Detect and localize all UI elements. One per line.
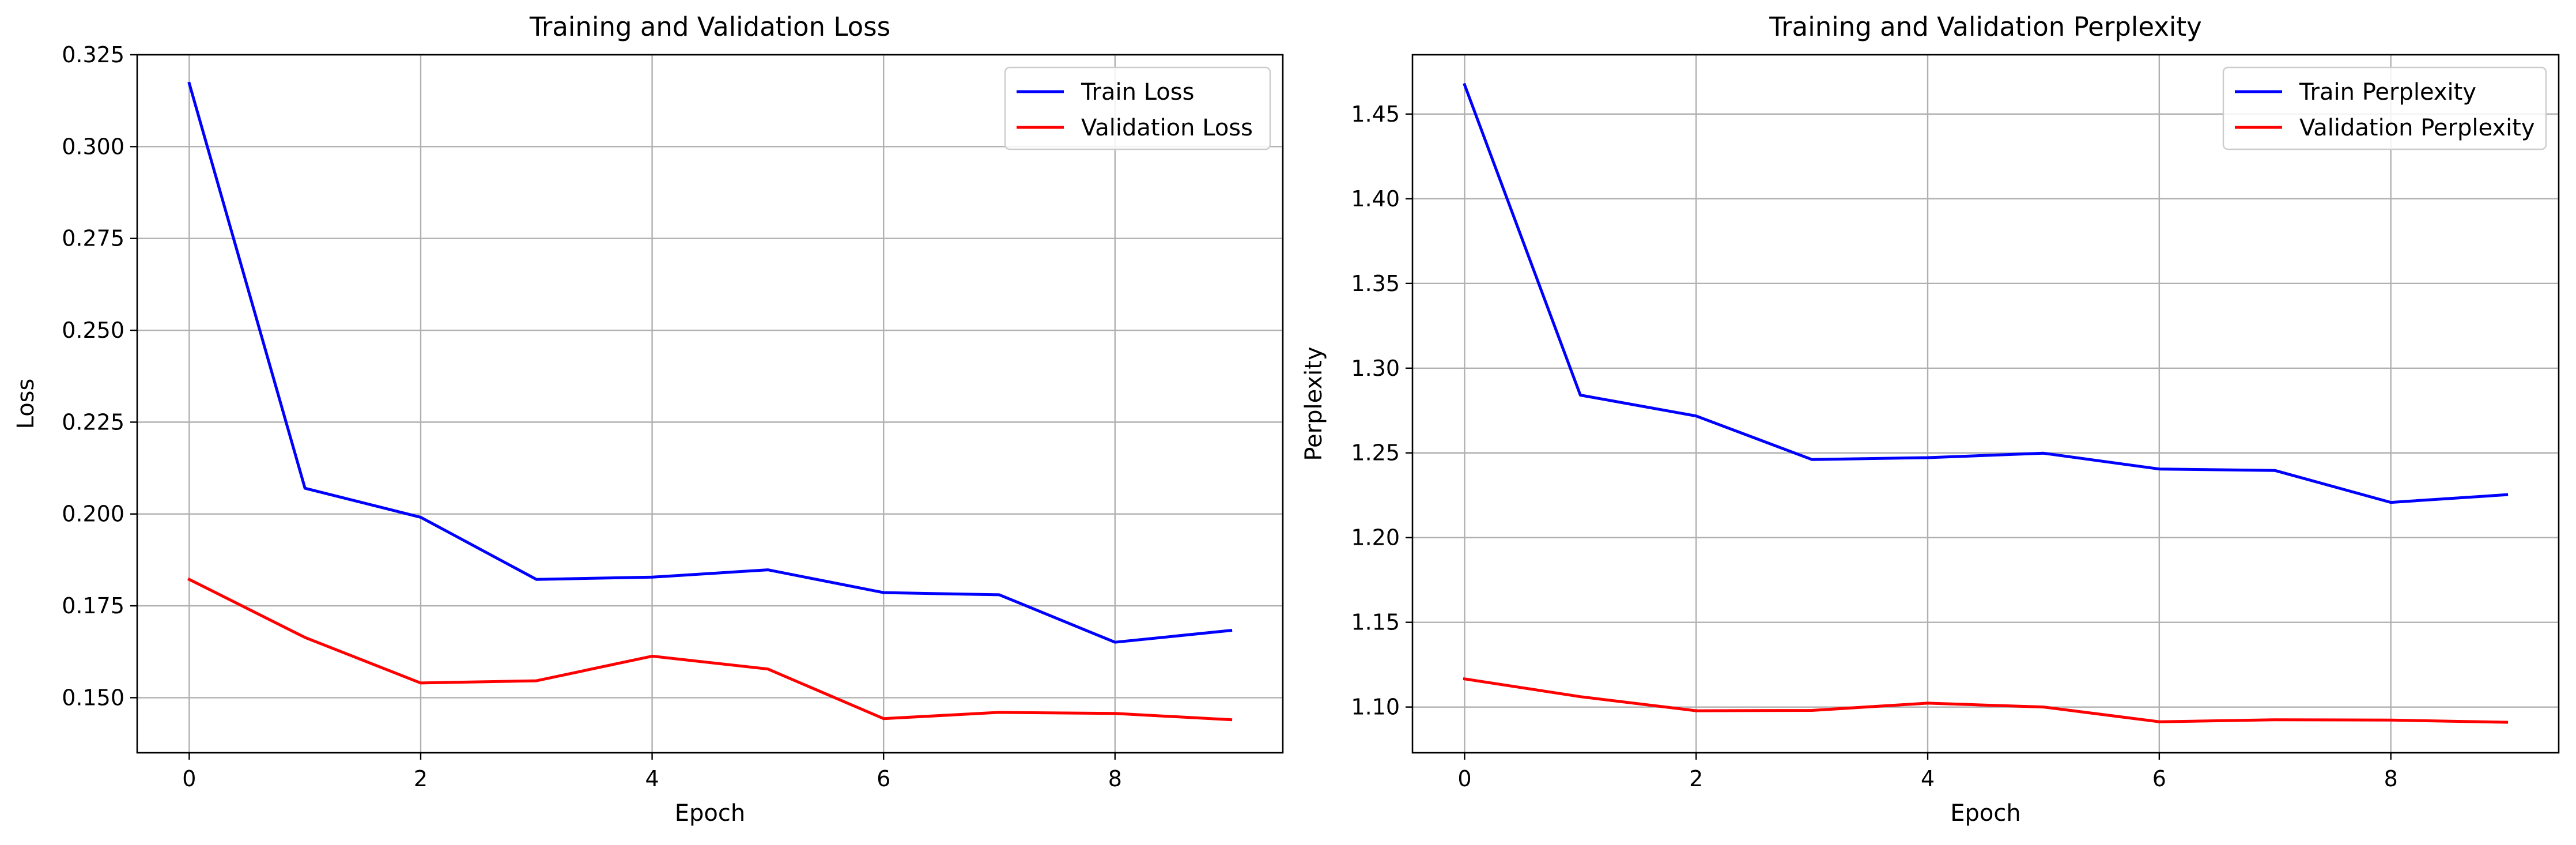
legend: Train Loss Validation Loss <box>1004 66 1271 150</box>
chart-title: Training and Validation Loss <box>529 12 890 42</box>
legend-entry: Validation Loss <box>1081 115 1253 141</box>
x-tick-label: 6 <box>2152 766 2166 791</box>
y-tick-label: 1.45 <box>1351 101 1400 127</box>
y-tick-label: 0.200 <box>62 501 124 527</box>
plot-frame <box>136 54 1284 754</box>
x-tick-label: 8 <box>1108 766 1122 791</box>
y-tick-label: 0.150 <box>62 685 124 710</box>
series-line-validation-loss <box>187 577 1233 722</box>
x-axis-label: Epoch <box>675 800 745 827</box>
x-tick-label: 8 <box>2384 766 2398 791</box>
x-axis-label: Epoch <box>1950 800 2020 827</box>
y-tick-label: 0.250 <box>62 318 124 343</box>
x-tick-label: 2 <box>414 766 428 791</box>
y-tick-label: 1.15 <box>1351 610 1400 635</box>
y-tick-label: 0.275 <box>62 226 124 251</box>
y-axis-label: Loss <box>13 379 39 429</box>
legend-entry: Train Perplexity <box>2299 79 2476 105</box>
y-tick-label: 1.35 <box>1351 271 1400 296</box>
x-tick-label: 0 <box>182 766 196 791</box>
y-tick-label: 0.300 <box>62 134 124 159</box>
series-line-train-perplexity <box>1463 82 2509 504</box>
chart-panel-2: 0 2 4 6 8 1.10 1.15 1.20 1.25 1.30 1.35 1.40 1.45 Tra… <box>1301 12 2560 827</box>
legend-box <box>2222 66 2547 150</box>
x-tick-label: 6 <box>877 766 890 791</box>
x-tick-label: 4 <box>645 766 659 791</box>
x-tick-label: 4 <box>1921 766 1935 791</box>
y-tick-label: 1.40 <box>1351 186 1400 212</box>
x-tick-label: 0 <box>1457 766 1471 791</box>
legend-entry: Validation Perplexity <box>2299 115 2535 141</box>
chart-title: Training and Validation Perplexity <box>1769 12 2201 42</box>
y-tick-label: 1.10 <box>1351 695 1400 720</box>
chart-panel-1: 0 2 4 6 8 0.150 0.175 0.200 0.225 0.250 0.275 0.300… <box>13 12 1284 827</box>
y-axis-label: Perplexity <box>1301 346 1327 461</box>
y-tick-label: 1.30 <box>1351 356 1400 381</box>
legend-box <box>1004 66 1271 150</box>
y-tick-label: 0.175 <box>62 593 124 618</box>
y-tick-label: 0.225 <box>62 409 124 435</box>
plot-frame <box>1411 54 2560 754</box>
legend: Train Perplexity Validation Perplexity <box>2222 66 2547 150</box>
series-line-train-loss <box>187 81 1233 644</box>
x-tick-label: 2 <box>1689 766 1703 791</box>
series-line-validation-perplexity <box>1463 677 2509 724</box>
y-tick-label: 1.25 <box>1351 440 1400 466</box>
y-tick-label: 1.20 <box>1351 525 1400 550</box>
legend-entry: Train Loss <box>1081 79 1194 105</box>
y-tick-label: 0.325 <box>62 42 124 67</box>
